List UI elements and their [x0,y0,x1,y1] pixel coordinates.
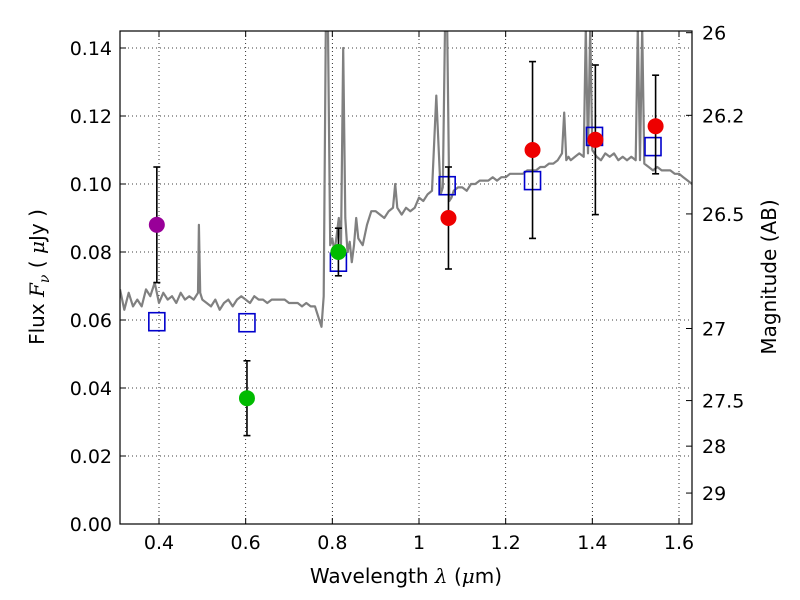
spectrum-line [120,31,692,328]
right-tick-label-4: 27.5 [702,391,744,413]
x-tick-label-6: 1.6 [664,532,694,554]
model-square-6 [644,136,662,157]
y-axis-title: Flux Fν ( μJy ) [25,209,53,345]
x-tick-label-3: 1 [413,532,425,554]
data-point-3 [440,210,457,226]
model-square-1 [238,312,256,333]
right-tick-label-2: 26.5 [702,204,744,226]
data-point-5 [587,131,604,148]
axes: 0.4 0.6 0.8 1 1.2 1.4 1.6 0.00 0.02 0.04 0.06 0.08 0… [70,23,745,554]
y-tick-label-0: 0.00 [70,514,112,536]
data-point-0 [148,216,165,233]
right-axis-title: Magnitude (AB) [757,199,781,354]
y-tick-label-3: 0.06 [70,310,112,332]
x-tick-label-1: 0.6 [231,532,261,554]
x-tick-label-4: 1.2 [491,532,521,554]
right-tick-label-6: 29 [702,483,726,505]
x-tick-label-0: 0.4 [144,532,174,554]
data-point-4 [524,142,541,158]
right-tick-label-5: 28 [702,436,726,458]
y-tick-label-5: 0.10 [70,174,112,196]
data-point-1 [238,390,255,407]
data-point-2 [330,244,347,260]
right-tick-label-1: 26.2 [702,105,744,127]
x-tick-label-5: 1.4 [577,532,607,554]
x-axis-title: Wavelength λ (μm) [310,564,502,588]
y-tick-label-6: 0.12 [70,106,112,128]
model-square-0 [148,311,166,332]
model-square-3 [438,175,456,196]
y-tick-label-4: 0.08 [70,242,112,264]
plot-area [120,31,692,437]
plot-frame [119,30,693,525]
y-tick-label-2: 0.04 [70,378,112,400]
right-tick-label-3: 27 [702,319,726,341]
right-tick-label-0: 26 [702,23,726,45]
y-tick-label-7: 0.14 [70,38,112,60]
x-tick-label-2: 0.8 [317,532,347,554]
y-tick-label-1: 0.02 [70,446,112,468]
data-point-6 [647,118,664,135]
